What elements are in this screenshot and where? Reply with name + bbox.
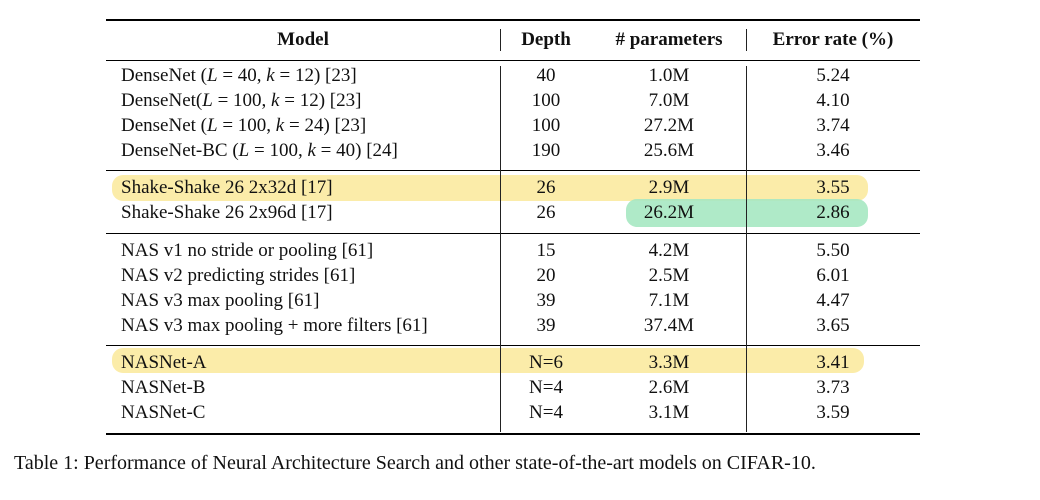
highlight-shake-shake-96d — [626, 199, 868, 227]
params-cell: 27.2M — [643, 115, 695, 136]
highlight-nasnet-a — [112, 348, 864, 373]
params-cell: 7.1M — [648, 290, 690, 311]
model-cell: DenseNet-BC (L = 100, k = 40) [24] — [121, 140, 398, 161]
table-row: NAS v3 max pooling + more filters [61] 3… — [0, 314, 1040, 338]
header-separator-2 — [746, 29, 747, 51]
table-row: DenseNet(L = 100, k = 12) [23] 100 7.0M … — [0, 89, 1040, 113]
depth-cell: 40 — [536, 65, 556, 86]
top-rule — [106, 19, 920, 21]
error-cell: 3.41 — [816, 352, 850, 373]
header-model: Model — [277, 29, 329, 50]
table-row: DenseNet-BC (L = 100, k = 40) [24] 190 2… — [0, 139, 1040, 163]
table-row: Shake-Shake 26 2x32d [17] 26 2.9M 3.55 — [0, 176, 1040, 200]
model-cell: Shake-Shake 26 2x96d [17] — [121, 202, 333, 223]
params-cell: 2.6M — [648, 377, 690, 398]
model-cell: DenseNet(L = 100, k = 12) [23] — [121, 90, 362, 111]
depth-cell: 100 — [531, 115, 561, 136]
depth-cell: N=4 — [529, 377, 563, 398]
params-cell: 2.5M — [648, 265, 690, 286]
error-cell: 3.73 — [816, 377, 850, 398]
highlight-shake-shake-32d — [112, 175, 868, 201]
model-cell: NASNet-B — [121, 377, 206, 398]
table-row: NASNet-A N=6 3.3M 3.41 — [0, 351, 1040, 375]
params-cell: 37.4M — [643, 315, 695, 336]
depth-cell: 26 — [536, 202, 556, 223]
params-cell: 2.9M — [648, 177, 690, 198]
bottom-rule — [106, 433, 920, 435]
model-cell: NAS v2 predicting strides [61] — [121, 265, 356, 286]
params-cell: 4.2M — [648, 240, 690, 261]
depth-cell: 190 — [531, 140, 561, 161]
model-cell: NASNet-A — [121, 352, 207, 373]
header-error: Error rate (%) — [772, 29, 894, 50]
params-cell: 26.2M — [643, 202, 695, 223]
table-row: NAS v2 predicting strides [61] 20 2.5M 6… — [0, 264, 1040, 288]
depth-cell: 20 — [536, 265, 556, 286]
column-separator-1 — [500, 66, 501, 432]
error-cell: 5.50 — [816, 240, 850, 261]
table-row: DenseNet (L = 100, k = 24) [23] 100 27.2… — [0, 114, 1040, 138]
table-row: Shake-Shake 26 2x96d [17] 26 26.2M 2.86 — [0, 201, 1040, 225]
depth-cell: 39 — [536, 290, 556, 311]
header-params: # parameters — [615, 29, 723, 50]
model-cell: Shake-Shake 26 2x32d [17] — [121, 177, 333, 198]
header-row: Model Depth # parameters Error rate (%) — [0, 28, 1040, 52]
table-row: NASNet-B N=4 2.6M 3.73 — [0, 376, 1040, 400]
model-cell: DenseNet (L = 100, k = 24) [23] — [121, 115, 367, 136]
model-cell: DenseNet (L = 40, k = 12) [23] — [121, 65, 357, 86]
error-cell: 4.47 — [816, 290, 850, 311]
error-cell: 3.59 — [816, 402, 850, 423]
table-row: NASNet-C N=4 3.1M 3.59 — [0, 401, 1040, 425]
depth-cell: 39 — [536, 315, 556, 336]
model-cell: NAS v3 max pooling [61] — [121, 290, 320, 311]
error-cell: 3.65 — [816, 315, 850, 336]
depth-cell: N=6 — [529, 352, 563, 373]
model-cell: NAS v1 no stride or pooling [61] — [121, 240, 374, 261]
error-cell: 3.46 — [816, 140, 850, 161]
error-cell: 6.01 — [816, 265, 850, 286]
column-separator-2 — [746, 66, 747, 432]
depth-cell: 26 — [536, 177, 556, 198]
depth-cell: 100 — [531, 90, 561, 111]
table-row: NAS v1 no stride or pooling [61] 15 4.2M… — [0, 239, 1040, 263]
model-cell: NAS v3 max pooling + more filters [61] — [121, 315, 428, 336]
table-row: NAS v3 max pooling [61] 39 7.1M 4.47 — [0, 289, 1040, 313]
group-rule-3 — [106, 345, 920, 346]
error-cell: 3.74 — [816, 115, 850, 136]
header-rule — [106, 60, 920, 61]
depth-cell: N=4 — [529, 402, 563, 423]
params-cell: 7.0M — [648, 90, 690, 111]
error-cell: 5.24 — [816, 65, 850, 86]
header-separator-1 — [500, 29, 501, 51]
error-cell: 2.86 — [816, 202, 850, 223]
error-cell: 3.55 — [816, 177, 850, 198]
group-rule-2 — [106, 233, 920, 234]
params-cell: 3.1M — [648, 402, 690, 423]
params-cell: 1.0M — [648, 65, 690, 86]
model-cell: NASNet-C — [121, 402, 206, 423]
header-depth: Depth — [521, 29, 571, 50]
error-cell: 4.10 — [816, 90, 850, 111]
depth-cell: 15 — [536, 240, 556, 261]
group-rule-1 — [106, 170, 920, 171]
params-cell: 25.6M — [643, 140, 695, 161]
table-caption: Table 1: Performance of Neural Architect… — [14, 452, 816, 474]
table-row: DenseNet (L = 40, k = 12) [23] 40 1.0M 5… — [0, 64, 1040, 88]
params-cell: 3.3M — [648, 352, 690, 373]
